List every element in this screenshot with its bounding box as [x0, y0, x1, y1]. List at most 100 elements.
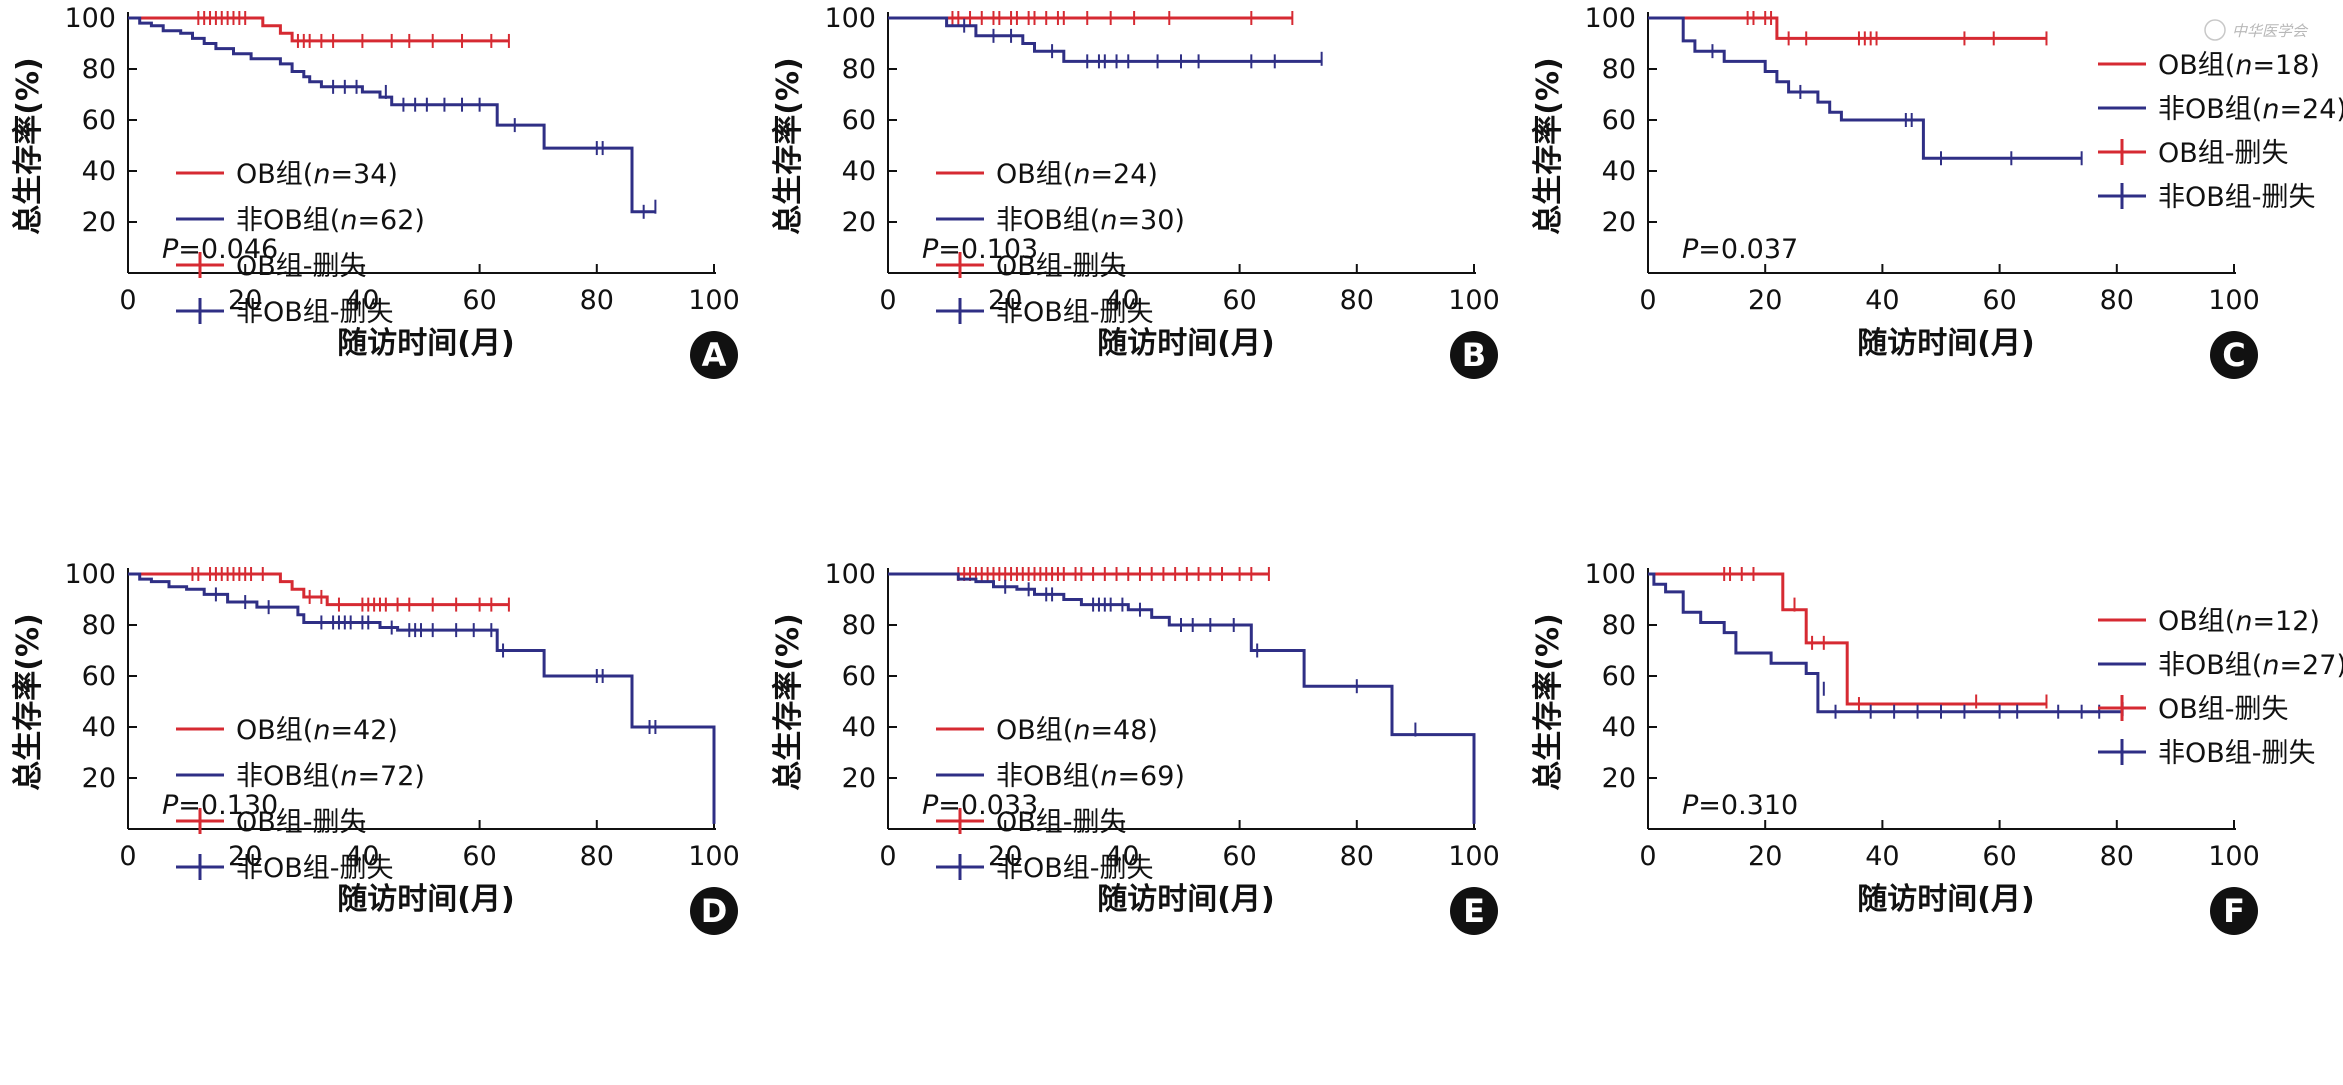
legend-label: OB组-删失: [2158, 694, 2289, 725]
panel-badge-letter: E: [1463, 892, 1485, 930]
x-tick-label: 80: [2100, 841, 2134, 872]
y-tick-label: 40: [82, 712, 116, 743]
x-tick-label: 80: [580, 841, 614, 872]
panel-badge-circle: [1450, 331, 1498, 379]
p-value-number: =0.037: [1698, 234, 1798, 265]
x-tick-label: 40: [1865, 285, 1899, 316]
p-value-number: =0.033: [938, 790, 1038, 821]
legend-item: 非OB组(n=30): [936, 205, 1185, 236]
km-series-ob: [1648, 11, 2048, 46]
p-value-symbol: P: [1682, 234, 1699, 265]
legend-label-n: n: [2235, 606, 2252, 637]
y-tick-label: 20: [82, 763, 116, 794]
legend-item: 非OB组(n=72): [176, 761, 425, 792]
x-tick-label: 60: [1222, 841, 1256, 872]
y-tick-label: 60: [1602, 105, 1636, 136]
km-panel-d: 0 20 40 60 80 100 20 40 60 80 100 随访时间(月) 总生存率(%) OB组…: [11, 559, 740, 935]
y-axis-title: 总生存率(%): [1531, 57, 1566, 234]
legend-label-prefix: OB组-删失: [2158, 138, 2289, 169]
legend-label: 非OB组(n=69): [996, 761, 1185, 792]
legend-label-prefix: OB组(: [2158, 606, 2235, 637]
x-tick-label: 40: [345, 285, 379, 316]
legend-label-suffix: =27): [2279, 650, 2343, 681]
legend-label: OB组-删失: [236, 251, 367, 282]
panel-badge-circle: [690, 331, 738, 379]
x-tick-label: 60: [1222, 285, 1256, 316]
panel-badge-circle: [2210, 887, 2258, 935]
y-axis-title: 总生存率(%): [11, 57, 46, 234]
legend-label: OB组(n=42): [236, 715, 398, 746]
x-tick-label: 40: [1865, 841, 1899, 872]
x-tick-label: 60: [1982, 285, 2016, 316]
p-value-symbol: P: [922, 790, 939, 821]
legend-label-prefix: 非OB组(: [2158, 94, 2262, 125]
y-tick-label: 100: [64, 559, 116, 590]
km-series-non-ob: [128, 16, 657, 219]
legend-item: OB组(n=12): [2098, 606, 2320, 637]
watermark-seal-icon: [2204, 19, 2226, 41]
legend-label-n: n: [340, 761, 357, 792]
p-value-number: =0.046: [178, 234, 278, 265]
legend-item: OB组(n=48): [936, 715, 1158, 746]
km-series-non-ob: [128, 572, 716, 824]
legend-label: 非OB组-删失: [996, 297, 1154, 328]
legend-label-suffix: =72): [357, 761, 425, 792]
km-curve-ob: [1648, 16, 2047, 40]
legend-label-prefix: 非OB组(: [996, 205, 1100, 236]
x-tick-label: 40: [345, 841, 379, 872]
panel-label-badge: C: [2210, 331, 2258, 379]
panel-badge-letter: C: [2222, 336, 2245, 374]
y-tick-label: 20: [842, 207, 876, 238]
km-panel-a: 0 20 40 60 80 100 20 40 60 80 100 随访时间(月) 总生存率(%) OB组…: [11, 3, 740, 379]
legend-label-suffix: =69): [1117, 761, 1185, 792]
legend-label: OB组-删失: [2158, 138, 2289, 169]
y-tick-label: 20: [1602, 763, 1636, 794]
legend-label: OB组-删失: [996, 251, 1127, 282]
x-tick-label: 100: [688, 285, 740, 316]
legend-label-suffix: =12): [2252, 606, 2320, 637]
panel-badge-letter: A: [702, 336, 727, 374]
legend-label-n: n: [313, 715, 330, 746]
x-tick-label: 0: [1639, 285, 1656, 316]
panel-label-badge: E: [1450, 887, 1498, 935]
legend-item: OB组(n=42): [176, 715, 398, 746]
legend-label-prefix: OB组-删失: [236, 807, 367, 838]
x-tick-label: 0: [119, 285, 136, 316]
legend-label-prefix: 非OB组-删失: [2158, 182, 2316, 213]
panel-badge-circle: [690, 887, 738, 935]
legend-item: OB组-删失: [176, 807, 367, 838]
legend-label-prefix: 非OB组-删失: [236, 297, 394, 328]
y-tick-label: 60: [82, 105, 116, 136]
y-tick-label: 80: [842, 610, 876, 641]
y-tick-label: 100: [1584, 3, 1636, 34]
x-tick-label: 0: [119, 841, 136, 872]
y-tick-label: 40: [82, 156, 116, 187]
y-tick-label: 100: [64, 3, 116, 34]
legend-item: 非OB组-删失: [936, 297, 1154, 328]
p-value-label: P=0.310: [1682, 790, 1798, 821]
legend-label-suffix: =62): [357, 205, 425, 236]
x-tick-label: 60: [462, 841, 496, 872]
legend-label: 非OB组-删失: [236, 853, 394, 884]
legend-item: OB组-删失: [936, 251, 1127, 282]
legend-label-n: n: [1073, 715, 1090, 746]
p-value-number: =0.310: [1698, 790, 1798, 821]
p-value-label: P=0.046: [162, 234, 278, 265]
legend-label-suffix: =30): [1117, 205, 1185, 236]
legend-item: OB组(n=34): [176, 159, 398, 190]
x-tick-label: 20: [1748, 841, 1782, 872]
legend-item: 非OB组(n=27): [2098, 650, 2343, 681]
legend-label-prefix: OB组-删失: [2158, 694, 2289, 725]
km-curve-non-ob: [1648, 16, 2082, 160]
legend-label-n: n: [2262, 94, 2279, 125]
y-tick-label: 20: [842, 763, 876, 794]
x-tick-label: 40: [1105, 841, 1139, 872]
x-tick-label: 100: [688, 841, 740, 872]
x-axis-title: 随访时间(月): [1857, 882, 2034, 917]
km-curve-ob: [128, 572, 509, 607]
legend-label: 非OB组(n=62): [236, 205, 425, 236]
legend-item: OB组-删失: [176, 251, 367, 282]
panel-label-badge: A: [690, 331, 738, 379]
